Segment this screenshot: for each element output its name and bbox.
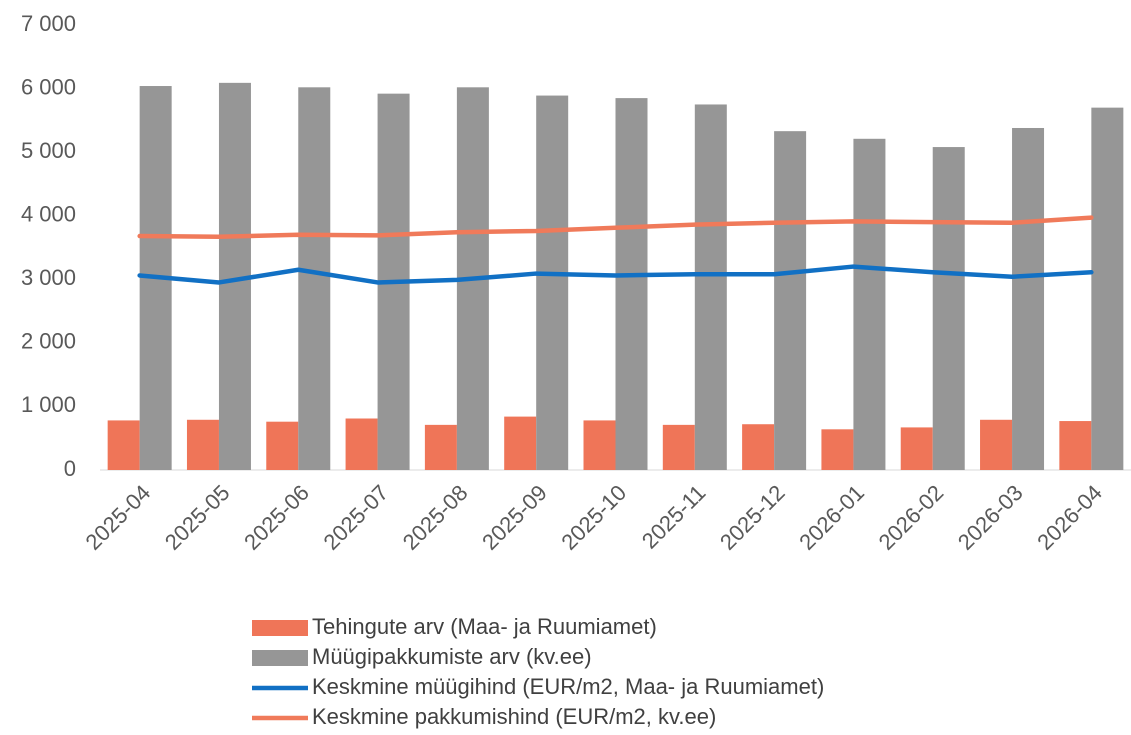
y-tick-label: 4 000 (21, 202, 76, 227)
bar (1059, 421, 1092, 470)
bar (536, 95, 569, 471)
x-tick-label: 2025-05 (160, 480, 235, 555)
y-tick-label: 7 000 (21, 11, 76, 36)
bar (107, 420, 140, 470)
bar (504, 416, 537, 470)
legend-label: Tehingute arv (Maa- ja Ruumiamet) (312, 614, 657, 639)
bar (1091, 107, 1124, 471)
bar (345, 418, 378, 470)
x-tick-label: 2026-04 (1032, 480, 1107, 555)
line-series (137, 215, 1094, 239)
legend-swatch (252, 620, 308, 636)
legend-label: Müügipakkumiste arv (kv.ee) (312, 644, 592, 669)
bar (298, 87, 331, 471)
x-tick-label: 2026-02 (874, 480, 949, 555)
bar (900, 427, 933, 470)
x-tick-label: 2025-11 (637, 480, 711, 554)
legend-label: Keskmine müügihind (EUR/m2, Maa- ja Ruum… (312, 674, 824, 699)
bar (583, 420, 616, 470)
x-tick-label: 2025-07 (318, 480, 393, 555)
x-tick-label: 2025-04 (81, 480, 156, 555)
y-tick-label: 6 000 (21, 74, 76, 99)
legend-swatch (252, 650, 308, 666)
bar (662, 424, 695, 470)
line-series (137, 264, 1094, 285)
bar (774, 131, 807, 470)
bar (615, 98, 648, 470)
bar (742, 424, 775, 470)
y-tick-label: 2 000 (21, 329, 76, 354)
x-tick-label: 2025-09 (477, 480, 552, 555)
bar (266, 421, 299, 470)
bar (694, 104, 727, 470)
bar (821, 429, 854, 470)
y-tick-label: 3 000 (21, 265, 76, 290)
bar (424, 424, 457, 470)
x-tick-label: 2025-08 (398, 480, 473, 555)
y-tick-label: 0 (64, 456, 76, 481)
bar (1012, 127, 1045, 470)
x-tick-label: 2025-10 (556, 480, 631, 555)
bar (980, 419, 1013, 470)
y-tick-label: 1 000 (21, 392, 76, 417)
bar (186, 419, 219, 470)
x-tick-label: 2025-06 (239, 480, 314, 555)
x-tick-label: 2026-03 (953, 480, 1028, 555)
x-tick-label: 2026-01 (794, 480, 869, 555)
legend-label: Keskmine pakkumishind (EUR/m2, kv.ee) (312, 704, 716, 729)
y-tick-label: 5 000 (21, 138, 76, 163)
bar (853, 138, 886, 471)
x-tick-label: 2025-12 (715, 480, 790, 555)
bar (932, 147, 965, 471)
